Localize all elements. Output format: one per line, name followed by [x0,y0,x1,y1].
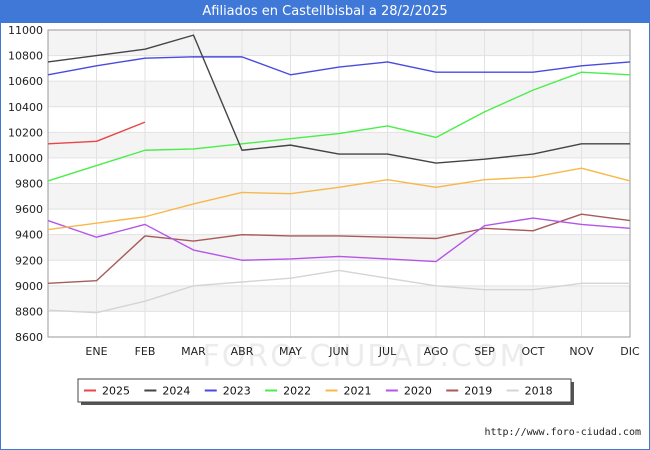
x-tick-label: NOV [569,345,594,358]
legend-label: 2024 [162,385,190,398]
legend-label: 2021 [344,385,372,398]
y-tick-label: 10800 [8,50,43,63]
y-tick-label: 11000 [8,24,43,37]
y-axis: 8600 8800 9000 9200 9400 9600 9800 10000 10200 10… [8,24,43,344]
x-tick-label: ABR [231,345,254,358]
x-tick-label: OCT [521,345,544,358]
footer-url: http://www.foro-ciudad.com [484,427,641,438]
plot-border [47,29,631,338]
y-tick-label: 10400 [8,101,43,114]
series-line-2022 [47,71,631,182]
y-tick-label: 9200 [15,254,43,267]
series-line-2024 [47,34,630,164]
x-tick-label: JUN [328,345,349,358]
legend-box [77,378,572,403]
legend-label: 2018 [525,385,553,398]
y-tick-label: 8800 [15,305,43,318]
series-line-2019 [47,213,631,284]
legend-label: 2020 [404,385,432,398]
y-tick-label: 9800 [15,178,43,191]
chart-title: Afiliados en Castellbisbal a 28/2/2025 [1,1,649,23]
x-tick-label: SEP [474,345,495,358]
x-axis: ENE FEB MAR ABR MAY JUN JUL AGO SEP OCT NOV DIC [85,345,640,358]
series-line-2025 [47,121,146,145]
x-tick-label: DIC [620,345,640,358]
watermark: FORO-CIUDAD.COM [203,339,528,374]
x-tick-label: ENE [85,345,107,358]
series-line-2023 [47,56,631,76]
series-line-2018 [47,269,630,314]
series-lines [47,34,631,314]
x-tick-label: MAY [279,345,302,358]
series-line-2021 [47,167,631,231]
legend-label: 2025 [102,385,130,398]
plot-area-border [47,29,631,338]
legend-label: 2019 [464,385,492,398]
y-tick-label: 9600 [15,203,43,216]
y-tick-label: 8600 [15,331,43,344]
legend-label: 2023 [223,385,251,398]
legend-label: 2022 [283,385,311,398]
x-tick-label: JUL [378,345,397,358]
y-tick-label: 10200 [8,126,43,139]
x-tick-label: FEB [135,345,156,358]
y-tick-label: 10600 [8,75,43,88]
y-tick-label: 9000 [15,280,43,293]
legend: 2025 2024 2023 2022 2021 2020 2019 2018 [77,378,574,405]
y-tick-label: 10000 [8,152,43,165]
y-tick-label: 9400 [15,229,43,242]
x-tick-label: MAR [181,345,206,358]
series-line-2020 [47,217,631,263]
x-tick-label: AGO [424,345,449,358]
